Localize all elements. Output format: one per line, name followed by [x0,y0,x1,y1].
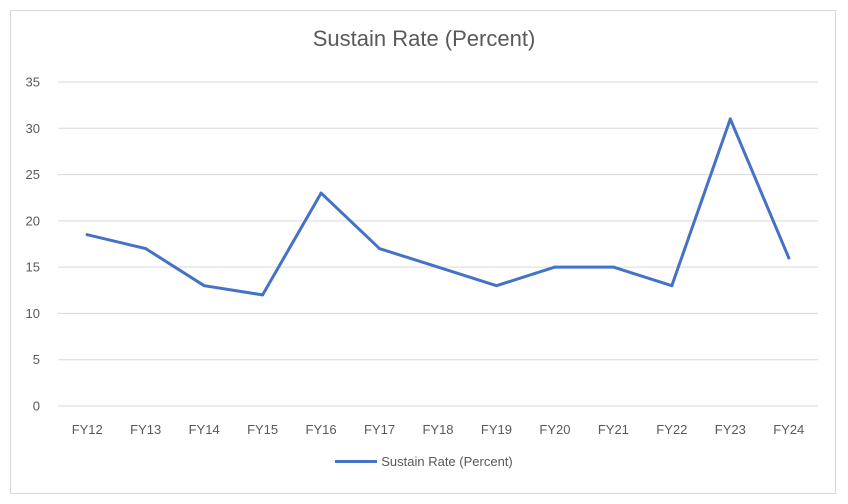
legend-label: Sustain Rate (Percent) [381,454,513,469]
data-point [436,265,440,269]
chart-frame [10,10,836,494]
y-tick-label: 20 [26,213,40,228]
chart-title: Sustain Rate (Percent) [312,26,536,51]
data-point [494,284,498,288]
x-tick-label: FY20 [539,422,570,437]
data-point [787,256,791,260]
x-tick-label: FY24 [773,422,804,437]
data-point [144,247,148,251]
y-tick-label: 25 [26,167,40,182]
x-tick-label: FY12 [72,422,103,437]
y-tick-label: 15 [26,260,40,275]
x-tick-label: FY15 [247,422,278,437]
data-point [670,284,674,288]
data-point [261,293,265,297]
data-point [85,233,89,237]
data-point [378,247,382,251]
y-tick-label: 0 [33,399,40,414]
legend: Sustain Rate (Percent) [0,454,848,469]
gridlines [58,81,818,407]
x-tick-label: FY19 [481,422,512,437]
data-point [611,265,615,269]
series-layer [85,117,791,297]
y-axis-tick-labels: 0 5 10 15 20 25 30 35 [26,75,40,414]
y-tick-label: 10 [26,306,40,321]
x-tick-label: FY14 [189,422,220,437]
data-point [319,191,323,195]
data-point [202,284,206,288]
x-tick-label: FY22 [656,422,687,437]
y-tick-label: 35 [26,75,40,90]
y-tick-label: 30 [26,121,40,136]
x-tick-label: FY16 [306,422,337,437]
y-tick-label: 5 [33,352,40,367]
x-tick-label: FY13 [130,422,161,437]
x-axis-tick-labels: FY12 FY13 FY14 FY15 FY16 FY17 FY18 FY19 FY20 FY21… [72,422,805,437]
legend-swatch [335,460,378,463]
data-point [553,265,557,269]
data-point [728,117,732,121]
x-tick-label: FY23 [715,422,746,437]
x-tick-label: FY18 [422,422,453,437]
x-tick-label: FY17 [364,422,395,437]
x-tick-label: FY21 [598,422,629,437]
